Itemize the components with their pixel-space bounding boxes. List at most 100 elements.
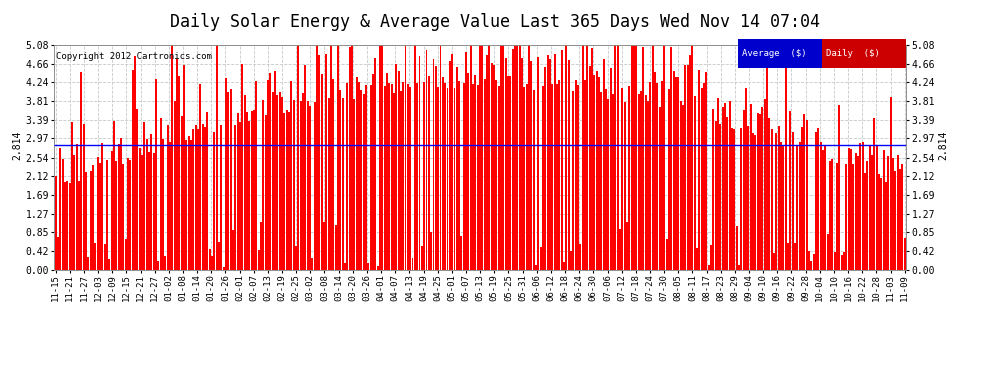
Bar [503, 45, 505, 270]
Bar [880, 178, 882, 270]
Bar [87, 257, 89, 270]
Bar [300, 101, 302, 270]
Bar [267, 80, 269, 270]
Bar [216, 45, 218, 270]
Bar [883, 150, 885, 270]
Bar [146, 139, 148, 270]
Bar [59, 148, 61, 270]
Bar [477, 85, 479, 270]
Bar [756, 114, 758, 270]
Bar [66, 181, 68, 270]
Bar [176, 59, 178, 270]
Bar [139, 148, 141, 270]
Bar [832, 159, 834, 270]
Bar [481, 45, 483, 270]
Bar [71, 122, 73, 270]
Bar [670, 47, 672, 270]
Bar [314, 102, 316, 270]
Bar [113, 121, 115, 270]
Bar [348, 47, 350, 270]
Bar [495, 80, 497, 270]
Bar [325, 54, 327, 270]
Bar [239, 122, 241, 270]
Bar [137, 109, 139, 270]
Bar [689, 55, 691, 270]
Bar [773, 252, 775, 270]
Bar [337, 45, 339, 270]
Bar [887, 156, 889, 270]
Bar [274, 71, 276, 270]
Bar [641, 90, 643, 270]
Bar [694, 96, 696, 270]
Bar [488, 45, 490, 270]
Bar [357, 82, 359, 270]
Bar [493, 65, 495, 270]
Bar [474, 75, 476, 270]
Bar [675, 76, 677, 270]
Bar [593, 75, 595, 270]
Bar [687, 65, 689, 270]
Text: Daily  ($): Daily ($) [826, 49, 879, 58]
Bar [309, 106, 311, 270]
Bar [395, 64, 397, 270]
Bar [622, 88, 624, 270]
Bar [90, 171, 92, 270]
Bar [321, 75, 323, 270]
Bar [202, 124, 204, 270]
Bar [727, 117, 729, 270]
Bar [839, 105, 841, 270]
Bar [446, 88, 448, 270]
Bar [407, 84, 409, 270]
Bar [845, 165, 847, 270]
Bar [708, 265, 710, 270]
Bar [369, 85, 371, 270]
Bar [244, 94, 246, 270]
Bar [204, 127, 206, 270]
Bar [731, 128, 733, 270]
Bar [601, 92, 603, 270]
Bar [276, 95, 278, 270]
Bar [691, 45, 693, 270]
Bar [801, 127, 803, 270]
Bar [185, 140, 187, 270]
Bar [565, 45, 567, 270]
Bar [491, 63, 493, 270]
Bar [859, 143, 861, 270]
Bar [85, 171, 87, 270]
Bar [183, 65, 185, 270]
Bar [598, 77, 600, 270]
Bar [563, 261, 565, 270]
Bar [619, 230, 621, 270]
Bar [104, 244, 106, 270]
Bar [794, 243, 796, 270]
Bar [549, 59, 551, 270]
Bar [579, 244, 581, 270]
Bar [323, 222, 325, 270]
Bar [811, 261, 813, 270]
Bar [841, 255, 842, 270]
Bar [654, 72, 656, 270]
Bar [423, 82, 425, 270]
Bar [465, 52, 467, 270]
Bar [463, 82, 465, 270]
Bar [190, 140, 192, 270]
Bar [442, 78, 444, 270]
Bar [538, 57, 540, 270]
Bar [213, 132, 215, 270]
Bar [80, 72, 82, 270]
Bar [283, 113, 285, 270]
Bar [857, 156, 859, 270]
Bar [255, 81, 257, 270]
Bar [861, 142, 863, 270]
Bar [644, 95, 646, 270]
Bar [680, 101, 682, 270]
Bar [544, 67, 546, 270]
Bar [164, 255, 166, 270]
Bar [285, 110, 287, 270]
Bar [353, 99, 355, 270]
Bar [115, 161, 117, 270]
Bar [804, 114, 806, 270]
Bar [302, 93, 304, 270]
Bar [789, 111, 791, 270]
Bar [426, 50, 428, 270]
